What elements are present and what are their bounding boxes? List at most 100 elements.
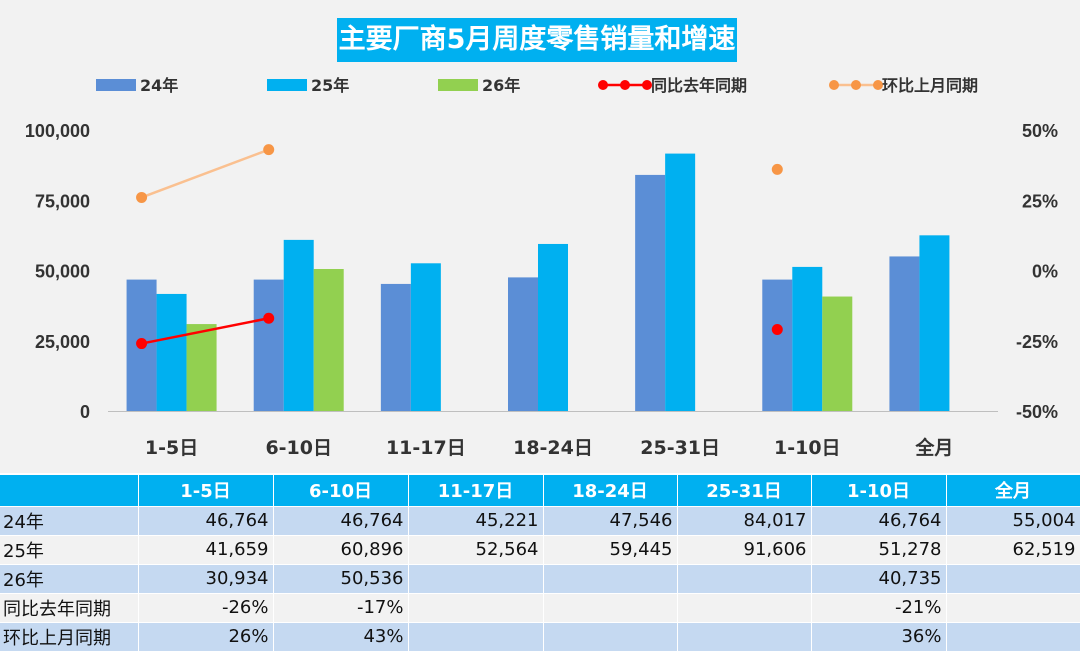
legend-swatch-marker <box>851 80 861 90</box>
table-cell: 51,278 <box>811 535 947 565</box>
row-label: 环比上月同期 <box>0 622 139 652</box>
table-cell <box>946 564 1080 594</box>
y-left-tick-label: 75,000 <box>35 191 90 211</box>
row-label: 24年 <box>0 506 139 536</box>
bar <box>792 266 823 411</box>
line-point <box>263 312 275 324</box>
x-tick-label: 11-17日 <box>386 437 466 459</box>
x-tick-label: 25-31日 <box>640 437 720 459</box>
table-cell <box>677 564 812 594</box>
series-line <box>141 148 270 199</box>
table-row: 25年 41,659 60,896 52,564 59,445 91,606 5… <box>0 535 1080 565</box>
table-cell: 47,546 <box>543 506 678 536</box>
table-cell: 30,934 <box>138 564 274 594</box>
table-cell: 40,735 <box>811 564 947 594</box>
y-right-tick-label: -50% <box>1016 402 1058 422</box>
y-right-tick-label: 0% <box>1032 262 1058 282</box>
legend-label: 26年 <box>482 76 520 95</box>
table-cell <box>408 593 544 623</box>
table-cell <box>677 593 812 623</box>
table-header-cell: 25-31日 <box>677 475 812 507</box>
bar <box>186 324 217 411</box>
bar <box>919 235 950 411</box>
table-cell <box>543 564 678 594</box>
table-cell <box>408 622 544 652</box>
table-cell: 60,896 <box>273 535 409 565</box>
bar <box>156 293 187 411</box>
table-header-cell: 1-5日 <box>138 475 274 507</box>
legend-swatch-marker <box>598 80 608 90</box>
legend-swatch-marker <box>620 80 630 90</box>
table-cell: -26% <box>138 593 274 623</box>
bar <box>313 268 344 411</box>
table-cell: 91,606 <box>677 535 812 565</box>
table-cell <box>543 622 678 652</box>
bar <box>762 279 793 411</box>
legend-label: 24年 <box>140 76 178 95</box>
bar <box>410 263 441 411</box>
table-cell: 59,445 <box>543 535 678 565</box>
row-label: 同比去年同期 <box>0 593 139 623</box>
table-cell: 55,004 <box>946 506 1080 536</box>
table-cell: 45,221 <box>408 506 544 536</box>
legend-swatch <box>267 79 307 91</box>
table-row: 同比去年同期 -26% -17% -21% <box>0 593 1080 623</box>
legend-label: 环比上月同期 <box>882 76 978 95</box>
chart-title: 主要厂商5月周度零售销量和增速 <box>337 18 737 62</box>
table-header-cell: 1-10日 <box>811 475 947 507</box>
row-label: 26年 <box>0 564 139 594</box>
line-point <box>771 324 783 336</box>
table-header-cell: 6-10日 <box>273 475 409 507</box>
chart-svg: 0 25,000 50,000 75,000 100,000 -50% -25% 0% 25% 5… <box>25 76 1058 459</box>
y-right-tick-label: 50% <box>1022 121 1058 141</box>
legend-label: 同比去年同期 <box>651 76 747 95</box>
legend-swatch <box>96 79 136 91</box>
table-cell: 36% <box>811 622 947 652</box>
bar <box>508 277 538 411</box>
bar <box>635 174 666 411</box>
table-row: 24年 46,764 46,764 45,221 47,546 84,017 4… <box>0 506 1080 536</box>
x-tick-label: 1-5日 <box>145 437 198 459</box>
table-header-row: 1-5日 6-10日 11-17日 18-24日 25-31日 1-10日 全月 <box>0 475 1080 507</box>
table-cell: 52,564 <box>408 535 544 565</box>
table-cell: 43% <box>273 622 409 652</box>
bar <box>665 153 696 411</box>
bar <box>538 243 568 411</box>
series-line <box>141 317 269 345</box>
y-left-tick-label: 100,000 <box>25 121 90 141</box>
bar <box>283 239 314 411</box>
bar <box>822 296 853 411</box>
bar <box>889 256 920 411</box>
table-cell: 46,764 <box>811 506 947 536</box>
table-header-cell: 18-24日 <box>543 475 678 507</box>
table-cell: 50,536 <box>273 564 409 594</box>
table-cell: 84,017 <box>677 506 812 536</box>
x-tick-label: 6-10日 <box>265 437 332 459</box>
bar <box>253 279 284 411</box>
data-table: 1-5日 6-10日 11-17日 18-24日 25-31日 1-10日 全月… <box>0 475 1080 652</box>
table-header-cell: 11-17日 <box>408 475 544 507</box>
table-cell <box>946 622 1080 652</box>
line-point <box>136 338 148 350</box>
x-tick-label: 1-10日 <box>774 437 841 459</box>
table-row: 环比上月同期 26% 43% 36% <box>0 622 1080 652</box>
line-point <box>136 191 148 203</box>
x-tick-label: 18-24日 <box>513 437 593 459</box>
table-cell: -17% <box>273 593 409 623</box>
row-label: 25年 <box>0 535 139 565</box>
table-cell <box>408 564 544 594</box>
line-point <box>771 163 783 175</box>
y-left-tick-label: 0 <box>80 402 90 422</box>
y-left-tick-label: 50,000 <box>35 262 90 282</box>
y-right-tick-label: -25% <box>1016 332 1058 352</box>
table-cell <box>543 593 678 623</box>
table-cell <box>677 622 812 652</box>
legend-swatch-marker <box>642 80 652 90</box>
legend-swatch-marker <box>873 80 883 90</box>
table-header-cell <box>0 475 139 507</box>
table-cell: 41,659 <box>138 535 274 565</box>
table-cell: 62,519 <box>946 535 1080 565</box>
legend-swatch <box>438 79 478 91</box>
table-cell: -21% <box>811 593 947 623</box>
legend-swatch-marker <box>829 80 839 90</box>
